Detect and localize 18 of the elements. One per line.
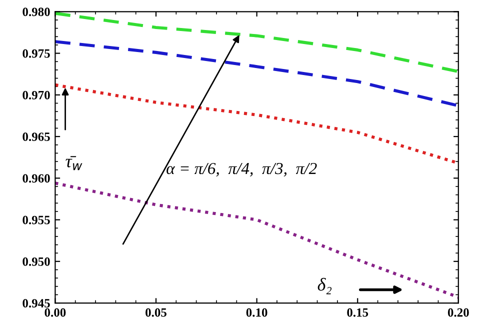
x-tick-label: 0.05: [146, 308, 166, 317]
x-tick-label: 0.15: [347, 308, 368, 317]
y-tick-label: 0.965: [22, 132, 50, 142]
annotation: δ₂: [318, 278, 332, 294]
x-tick-label: 0.00: [44, 308, 66, 317]
y-tick-label: 0.970: [22, 90, 50, 100]
y-tick-label: 0.960: [22, 174, 50, 183]
y-tick-label: 0.980: [22, 8, 50, 16]
y-tick-label: 0.950: [22, 257, 50, 266]
y-tick-label: 0.955: [22, 216, 50, 224]
line-series: [55, 182, 458, 299]
y-tick-label: 0.945: [22, 299, 50, 308]
y-tick-label: 0.975: [22, 49, 50, 58]
x-tick-label: 0.20: [448, 308, 469, 317]
annotation: α = π/6, π/4, π/3, π/2: [166, 162, 317, 177]
line-series: [55, 40, 458, 108]
x-tick-label: 0.10: [246, 308, 268, 317]
annotation: τ̄$_{w}$: [66, 156, 82, 170]
